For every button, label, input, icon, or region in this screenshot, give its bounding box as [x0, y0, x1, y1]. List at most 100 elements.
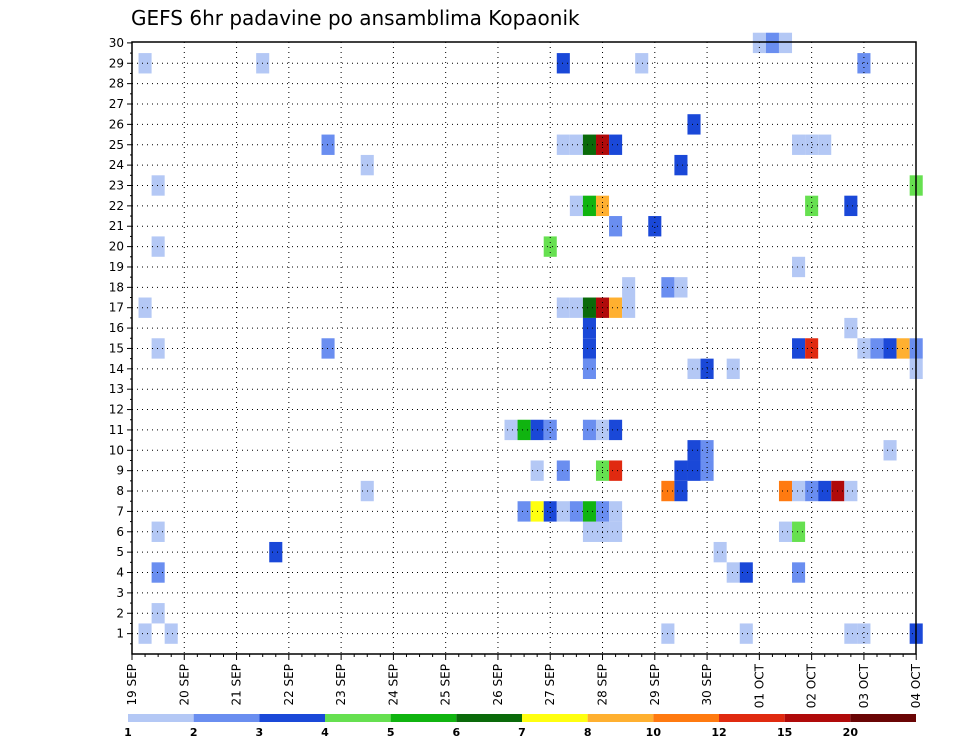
y-tick-label: 17: [109, 301, 124, 315]
cell: [609, 134, 623, 155]
cell: [883, 338, 897, 359]
x-tick-label: 23 SEP: [334, 664, 348, 706]
cell: [151, 562, 165, 583]
x-tick-label: 04 OCT: [909, 663, 923, 708]
cell: [556, 53, 570, 74]
x-tick-label: 24 SEP: [386, 664, 400, 706]
cell: [805, 195, 819, 217]
cell: [582, 521, 596, 542]
legend-label: 4: [321, 726, 329, 739]
x-tick-label: 01 OCT: [752, 663, 766, 708]
x-tick-label: 28 SEP: [596, 664, 610, 706]
cell: [844, 317, 858, 339]
legend-label: 3: [256, 726, 264, 739]
legend-swatch: [784, 714, 851, 722]
cell: [713, 541, 727, 563]
cell: [687, 460, 701, 481]
cell: [556, 134, 570, 155]
legend-label: 5: [387, 726, 395, 739]
cell: [687, 440, 701, 461]
cell: [818, 480, 832, 502]
cell: [844, 195, 858, 217]
cell: [138, 623, 152, 644]
cell: [778, 480, 793, 502]
cell: [883, 440, 897, 461]
legend-label: 15: [777, 726, 792, 739]
y-tick-label: 30: [109, 36, 124, 50]
chart-title: GEFS 6hr padavine po ansamblima Kopaonik: [131, 6, 580, 30]
cell: [543, 236, 557, 257]
cell: [556, 501, 570, 522]
y-tick-label: 13: [109, 382, 124, 396]
x-tick-label: 27 SEP: [543, 664, 557, 706]
legend-swatch: [522, 714, 588, 722]
y-tick-label: 21: [109, 219, 124, 233]
cell: [857, 53, 871, 74]
cell: [569, 297, 583, 318]
grid-layer: [132, 42, 916, 654]
y-tick-label: 24: [109, 158, 124, 172]
y-tick-label: 18: [109, 280, 124, 294]
cell: [151, 175, 165, 196]
legend-swatch: [128, 714, 194, 722]
cell: [609, 460, 623, 481]
cell: [792, 134, 806, 155]
y-tick-label: 14: [109, 362, 124, 376]
cell: [792, 562, 806, 583]
y-tick-label: 2: [116, 606, 124, 620]
y-tick-label: 23: [109, 178, 124, 192]
cell: [556, 297, 570, 318]
legend-swatch: [850, 714, 916, 722]
cell: [726, 358, 740, 380]
cell: [674, 154, 688, 176]
y-tick-label: 20: [109, 240, 124, 254]
cell: [844, 480, 858, 502]
cell: [622, 277, 636, 298]
cell: [792, 256, 806, 278]
y-tick-label: 6: [116, 525, 124, 539]
legend-label: 1: [124, 726, 132, 739]
cell: [609, 419, 623, 441]
y-tick-label: 22: [109, 199, 124, 213]
cell: [674, 277, 688, 298]
y-tick-label: 25: [109, 138, 124, 152]
cell: [609, 501, 623, 522]
y-tick-label: 8: [116, 484, 124, 498]
legend-swatch: [193, 714, 260, 722]
cell: [792, 480, 806, 502]
y-tick-label: 19: [109, 260, 124, 274]
y-tick-label: 1: [116, 627, 124, 641]
y-tick-label: 4: [116, 566, 124, 580]
cell: [543, 419, 557, 441]
cell: [609, 521, 623, 542]
cell: [517, 419, 531, 441]
legend-label: 2: [190, 726, 198, 739]
y-tick-label: 9: [116, 464, 124, 478]
x-tick-label: 25 SEP: [439, 664, 453, 706]
axes-layer: 1234567891011121314151617181920212223242…: [109, 36, 923, 708]
cell: [164, 623, 178, 644]
legend-label: 12: [711, 726, 726, 739]
legend-label: 7: [518, 726, 526, 739]
y-tick-label: 28: [109, 77, 124, 91]
cell: [569, 501, 583, 522]
cell: [582, 419, 596, 441]
cell: [687, 358, 701, 380]
x-tick-label: 29 SEP: [648, 664, 662, 706]
cell: [870, 338, 884, 359]
cell: [556, 460, 570, 481]
cell: [805, 480, 819, 502]
y-tick-label: 10: [109, 443, 124, 457]
y-tick-label: 27: [109, 97, 124, 111]
y-tick-label: 5: [116, 545, 124, 559]
cell: [857, 338, 871, 359]
cell: [582, 358, 596, 380]
cell: [151, 603, 165, 624]
legend-swatch: [456, 714, 522, 722]
cell: [765, 32, 779, 54]
cell: [726, 562, 740, 583]
cells-layer: [138, 32, 923, 644]
cell: [582, 297, 596, 318]
cell: [582, 501, 596, 522]
y-tick-label: 26: [109, 117, 124, 131]
